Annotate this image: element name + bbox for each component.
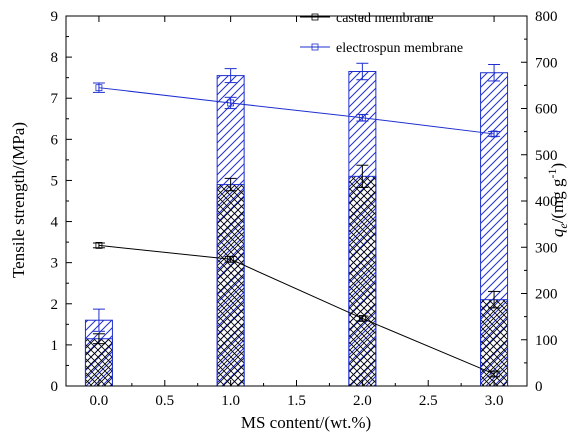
x-tick-label-1: 0.5 [155, 393, 174, 409]
x-tick-label-6: 3.0 [485, 393, 504, 409]
y-left-tick-label-0: 0 [51, 379, 59, 395]
y-left-tick-label-2: 2 [51, 297, 59, 313]
x-tick-label-4: 2.0 [353, 393, 372, 409]
legend-label-casted: casted membrane [336, 11, 434, 26]
y-right-tick-label-0: 0 [535, 379, 543, 395]
line-electrospun [98, 87, 495, 135]
plot-frame [65, 15, 528, 387]
bar-casted-0 [84, 338, 113, 387]
y-left-tick-label-9: 9 [51, 9, 59, 25]
legend-marker-electrospun [311, 43, 319, 51]
y-left-tick-label-6: 6 [51, 132, 59, 148]
legend-marker-casted [311, 13, 319, 21]
bar-casted-2 [348, 175, 377, 387]
y-axis-right-label-subscript: e [556, 223, 570, 229]
y-left-tick-label-8: 8 [51, 50, 59, 66]
y-right-tick-label-8: 800 [535, 9, 558, 25]
point-casted-2 [358, 315, 366, 322]
bar-casted-1 [216, 184, 245, 387]
y-axis-right-label-base: q [548, 228, 567, 237]
y-axis-right-label-superscript: -1 [545, 168, 559, 178]
y-right-tick-label-7: 700 [535, 55, 558, 71]
y-right-tick-label-5: 500 [535, 148, 558, 164]
x-tick-label-5: 2.5 [419, 393, 438, 409]
y-left-tick-label-1: 1 [51, 338, 59, 354]
legend: casted membrane electrospun membrane [300, 11, 463, 56]
x-tick-label-2: 1.0 [221, 393, 240, 409]
x-tick-label-3: 1.5 [287, 393, 306, 409]
y-left-tick-label-4: 4 [51, 215, 59, 231]
point-casted-0 [95, 241, 103, 249]
y-right-tick-label-3: 300 [535, 240, 558, 256]
plot-area-border [65, 15, 528, 387]
y-axis-right-label: qe/(mg g-1) [545, 163, 570, 237]
y-right-tick-label-6: 600 [535, 102, 558, 118]
line-casted [98, 244, 495, 375]
y-left-tick-label-7: 7 [51, 91, 59, 107]
axis-ticks: 0.0 0.5 1.0 1.5 2.0 2.5 3.0 0 1 2 3 4 5 6 7 8 9 0 100 200 30… [51, 9, 558, 409]
bars-layer [84, 62, 509, 387]
y-left-tick-label-3: 3 [51, 256, 59, 272]
y-right-tick-label-2: 200 [535, 287, 558, 303]
x-tick-label-0: 0.0 [90, 393, 109, 409]
y-axis-right-label-unit: /(mg g [548, 178, 567, 223]
legend-label-electrospun: electrospun membrane [336, 41, 463, 56]
y-right-tick-label-4: 400 [535, 194, 558, 210]
x-axis-label: MS content/(wt.%) [241, 413, 371, 432]
y-right-tick-label-1: 100 [535, 333, 558, 349]
y-left-tick-label-5: 5 [51, 173, 59, 189]
point-electrospun-3 [490, 130, 498, 138]
lines-layer [92, 82, 501, 378]
y-axis-left-label: Tensile strength/(MPa) [9, 122, 28, 278]
y-axis-right-label-close: ) [548, 163, 567, 169]
